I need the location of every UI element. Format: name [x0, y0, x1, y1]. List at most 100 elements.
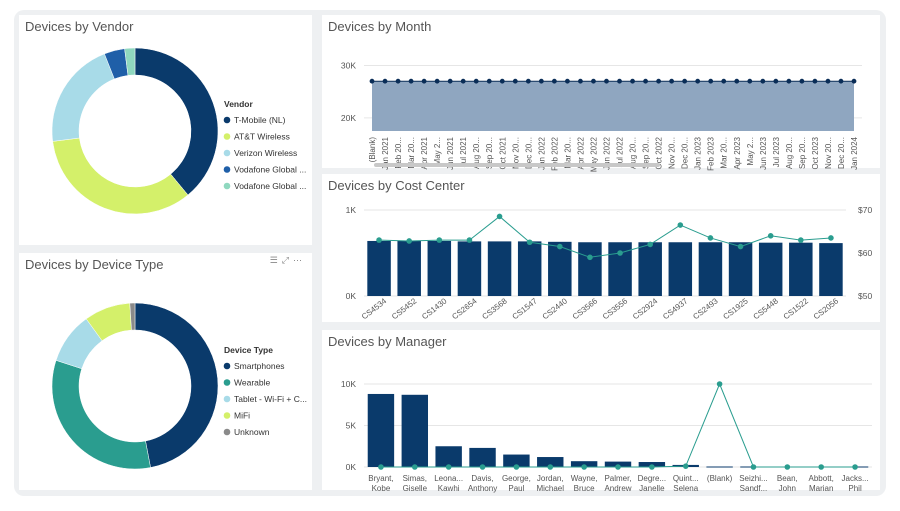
cost-point [707, 235, 714, 241]
cost-center-panel-title: Devices by Cost Center [328, 178, 465, 193]
month-xtick-label: Dec 20... [837, 137, 846, 169]
vendor-legend-label: Verizon Wireless [234, 148, 297, 158]
manager-point [750, 464, 757, 470]
month-point [617, 78, 622, 84]
manager-point [581, 464, 587, 470]
cost-bar [608, 242, 632, 296]
cost-point [828, 235, 834, 241]
cost-bar [487, 241, 512, 296]
device-type-legend-swatch [223, 379, 231, 386]
device-type-legend-swatch [223, 428, 231, 436]
month-xtick-label: Oct 2022 [655, 136, 664, 169]
month-xtick-label: Aug 20... [629, 137, 638, 169]
month-point [851, 78, 857, 84]
device-type-legend-label: Smartphones [234, 361, 285, 371]
month-point [812, 78, 818, 84]
manager-point [649, 464, 655, 470]
month-xtick-label: Jun 2023 [759, 136, 768, 169]
manager-xtick-label: Wayne, [571, 474, 598, 483]
month-xtick-label: Mar 20... [720, 137, 729, 169]
vendor-legend-swatch [223, 149, 231, 157]
month-point [538, 78, 544, 84]
cost-point [647, 241, 653, 248]
month-xtick-label: Nov 20... [824, 137, 833, 169]
vendor-legend-label: T-Mobile (NL) [234, 115, 286, 125]
more-icon[interactable]: ⋯ [293, 255, 306, 265]
month-xtick-label: Oct 2023 [811, 136, 820, 169]
month-point [838, 78, 844, 84]
manager-xtick-label: Sandf... [740, 484, 768, 493]
manager-ytick-label: 0K [346, 462, 357, 472]
cost-bar [548, 241, 572, 296]
cost-point [466, 237, 473, 243]
month-point [708, 78, 714, 84]
cost-point [677, 222, 684, 228]
cost-xtick-label: CS2440 [541, 296, 570, 321]
manager-bar [570, 461, 598, 467]
month-point [643, 78, 648, 84]
vendor-slice [134, 47, 219, 196]
cost-xtick-label: CS2056 [812, 296, 841, 321]
month-xtick-label: Feb 20... [394, 137, 403, 169]
month-panel: Devices by Month 30K 20K (Blank) Jan 2021 Fe… [322, 15, 880, 172]
month-xtick-label: Jan 2022 [537, 136, 546, 169]
manager-xtick-label: Bryant, [368, 474, 393, 483]
month-xtick-label: Apr 2021 [420, 136, 429, 169]
filter-icon[interactable]: ☰ [269, 255, 282, 265]
month-xtick-label: Dec 20... [681, 137, 690, 169]
vendor-panel: Devices by Vendor Vendor T-Mobile (NL) AT&… [19, 15, 312, 245]
cost-xtick-label: CS5448 [752, 296, 781, 321]
month-point [447, 78, 453, 84]
manager-point [818, 464, 824, 470]
manager-point [852, 464, 858, 470]
vendor-donut-chart: Vendor T-Mobile (NL) AT&T Wireless Verizon … [51, 47, 306, 215]
cost-bar [427, 240, 452, 296]
month-point [408, 78, 414, 84]
manager-xtick-label: Seizhi... [739, 474, 767, 483]
cost-point [496, 213, 503, 220]
month-xtick-label: Jun 2021 [446, 136, 455, 169]
manager-xtick-label: Quint... [673, 474, 699, 483]
month-point [473, 78, 479, 84]
manager-point [784, 464, 791, 470]
month-point [578, 78, 583, 84]
cost-xtick-label: CS3568 [480, 296, 509, 321]
cost-bar [698, 242, 723, 296]
month-point [604, 78, 609, 84]
cost-point [767, 233, 774, 239]
month-point [682, 78, 688, 84]
device-type-slice [129, 302, 136, 331]
cost-xtick-label: CS4534 [360, 296, 389, 321]
manager-xtick-label: Kobe [372, 484, 391, 493]
manager-xtick-label: Jordan, [537, 474, 564, 483]
cost-line [379, 215, 831, 258]
month-xtick-label: Mar 20... [563, 137, 572, 169]
cost-xtick-label: CS3556 [601, 296, 630, 321]
manager-xtick-label: (Blank) [707, 474, 733, 483]
cost-bar [397, 240, 421, 296]
month-xtick-label: (Blank) [368, 137, 377, 163]
cost-bar [758, 242, 783, 296]
cost-xtick-label: CS1522 [782, 296, 811, 321]
month-point [786, 78, 792, 84]
vendor-panel-title: Devices by Vendor [25, 19, 134, 34]
manager-xtick-label: Giselle [403, 484, 428, 493]
cost-point [617, 250, 623, 256]
cost-bar [367, 240, 391, 296]
month-point [486, 78, 492, 84]
device-type-legend-swatch [223, 362, 231, 370]
manager-point [547, 464, 554, 470]
manager-xtick-label: Palmer, [604, 474, 631, 483]
panel-toolbar: ☰⤢⋯ [270, 255, 306, 266]
cost-bar [668, 242, 693, 296]
cost-point [798, 237, 804, 243]
expand-icon[interactable]: ⤢ [281, 255, 293, 265]
month-point [747, 78, 753, 84]
manager-point [513, 464, 520, 470]
cost-point [587, 254, 593, 261]
cost-xtick-label: CS5452 [390, 296, 419, 321]
month-xtick-label: Mar 20... [407, 137, 416, 169]
month-point [721, 78, 727, 84]
cost-point [737, 243, 744, 250]
